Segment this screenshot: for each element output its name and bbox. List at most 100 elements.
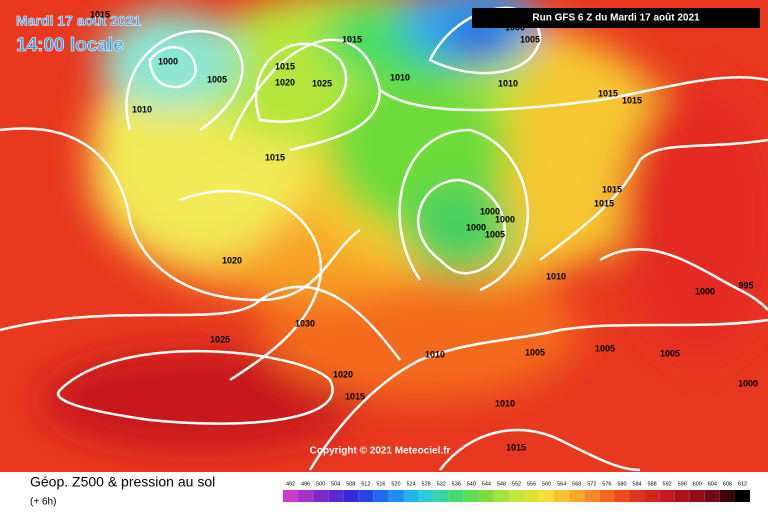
isobar bbox=[228, 38, 382, 152]
scale-label: 604 bbox=[708, 481, 717, 487]
isobar-label: 1005 bbox=[520, 34, 540, 44]
scale-label: 580 bbox=[617, 481, 626, 487]
scale-label: 556 bbox=[527, 481, 536, 487]
field bbox=[40, 350, 360, 450]
scale-label: 568 bbox=[572, 481, 581, 487]
scale-swatch bbox=[418, 490, 434, 502]
scale-label: 584 bbox=[632, 481, 641, 487]
isobar-label: 1015 bbox=[506, 442, 526, 452]
field bbox=[100, 10, 240, 110]
scale-label: 596 bbox=[678, 481, 687, 487]
scale-swatch bbox=[433, 490, 449, 502]
isobar-label: 1015 bbox=[602, 184, 622, 194]
scale-label: 600 bbox=[693, 481, 702, 487]
scale-swatch bbox=[554, 490, 570, 502]
scale-label: 588 bbox=[647, 481, 656, 487]
isobar-label: 1010 bbox=[390, 72, 410, 82]
scale-swatch bbox=[659, 490, 675, 502]
scale-label: 548 bbox=[497, 481, 506, 487]
isobar-label: 1000 bbox=[466, 222, 486, 232]
scale-swatch bbox=[614, 490, 630, 502]
isobar-label: 1015 bbox=[622, 95, 642, 105]
scale-swatch bbox=[388, 490, 404, 502]
scale-swatch bbox=[283, 490, 299, 502]
scale-label: 524 bbox=[406, 481, 415, 487]
isobar-label: 1015 bbox=[342, 34, 362, 44]
scale-swatch bbox=[734, 490, 750, 502]
isobar-label: 1005 bbox=[485, 229, 505, 239]
isobar-label: 1030 bbox=[295, 318, 315, 328]
scale-label: 552 bbox=[512, 481, 521, 487]
scale-label: 540 bbox=[467, 481, 476, 487]
isobar-label: 1015 bbox=[594, 198, 614, 208]
scale-swatch bbox=[704, 490, 720, 502]
footer-step: (+ 6h) bbox=[30, 497, 56, 508]
scale-swatch bbox=[328, 490, 344, 502]
isobar-label: 1025 bbox=[210, 334, 230, 344]
isobar bbox=[125, 29, 244, 132]
scale-swatch bbox=[298, 490, 314, 502]
color-scale: 492 496 500 504 508 512 516 520 524 528 532 536 540 5… bbox=[283, 481, 750, 502]
scale-label: 564 bbox=[557, 481, 566, 487]
scale-label: 520 bbox=[391, 481, 400, 487]
scale-label: 500 bbox=[316, 481, 325, 487]
isobar bbox=[379, 76, 768, 112]
scale-swatch bbox=[343, 490, 359, 502]
isobar bbox=[254, 42, 348, 123]
scale-label: 608 bbox=[723, 481, 732, 487]
isobar bbox=[0, 285, 401, 361]
copyright: Copyright © 2021 Meteociel.fr bbox=[310, 446, 451, 457]
time: 14:00 locale bbox=[16, 35, 124, 56]
isobar-label: 1020 bbox=[222, 255, 242, 265]
scale-swatch bbox=[448, 490, 464, 502]
scale-swatch bbox=[629, 490, 645, 502]
scale-label: 512 bbox=[361, 481, 370, 487]
isobar-label: 1000 bbox=[505, 22, 525, 32]
scale-swatch bbox=[478, 490, 494, 502]
isobar bbox=[428, 6, 542, 75]
isobar-label: 1000 bbox=[480, 206, 500, 216]
isobars bbox=[0, 6, 768, 472]
scale-swatch bbox=[689, 490, 705, 502]
isobar bbox=[398, 128, 530, 292]
scale-label: 544 bbox=[482, 481, 491, 487]
isobar-label: 1015 bbox=[90, 9, 110, 19]
isobar-label: 1000 bbox=[158, 56, 178, 66]
isobar-label: 1020 bbox=[275, 77, 295, 87]
footer-title: Géop. Z500 & pression au sol bbox=[30, 474, 215, 490]
isobar-label: 1010 bbox=[495, 398, 515, 408]
isobar bbox=[57, 350, 334, 425]
scale-swatch bbox=[508, 490, 525, 502]
isobar bbox=[599, 248, 768, 311]
isobar-label: 1010 bbox=[498, 78, 518, 88]
scale-swatch bbox=[358, 490, 374, 502]
isobar-label: 1000 bbox=[695, 286, 715, 296]
scale-label: 572 bbox=[587, 481, 596, 487]
isobar-label: 1000 bbox=[495, 214, 515, 224]
isobar-label: 1000 bbox=[738, 378, 758, 388]
scale-label: 560 bbox=[542, 481, 551, 487]
isobar-label: 1005 bbox=[207, 74, 227, 84]
isobar bbox=[539, 138, 768, 261]
isobar-label: 1005 bbox=[525, 347, 545, 357]
isobar-label: 995 bbox=[738, 280, 753, 290]
isobar-label: 1005 bbox=[660, 348, 680, 358]
isobar-label: 1015 bbox=[265, 152, 285, 162]
scale-swatch bbox=[403, 490, 419, 502]
date: Mardi 17 août 2021 bbox=[16, 13, 141, 29]
isobar-label: 1015 bbox=[275, 61, 295, 71]
scale-label: 492 bbox=[286, 481, 295, 487]
scale-swatch bbox=[463, 490, 479, 502]
isobar-label: 1015 bbox=[345, 391, 365, 401]
isobar-label: 1020 bbox=[333, 369, 353, 379]
run-box bbox=[472, 8, 760, 28]
scale-label: 496 bbox=[301, 481, 310, 487]
isobar-label: 1005 bbox=[595, 343, 615, 353]
isobar-label: 1010 bbox=[425, 349, 445, 359]
isobar bbox=[0, 127, 361, 302]
isobar-label: 1010 bbox=[132, 104, 152, 114]
isobar-label: 1025 bbox=[312, 78, 332, 88]
